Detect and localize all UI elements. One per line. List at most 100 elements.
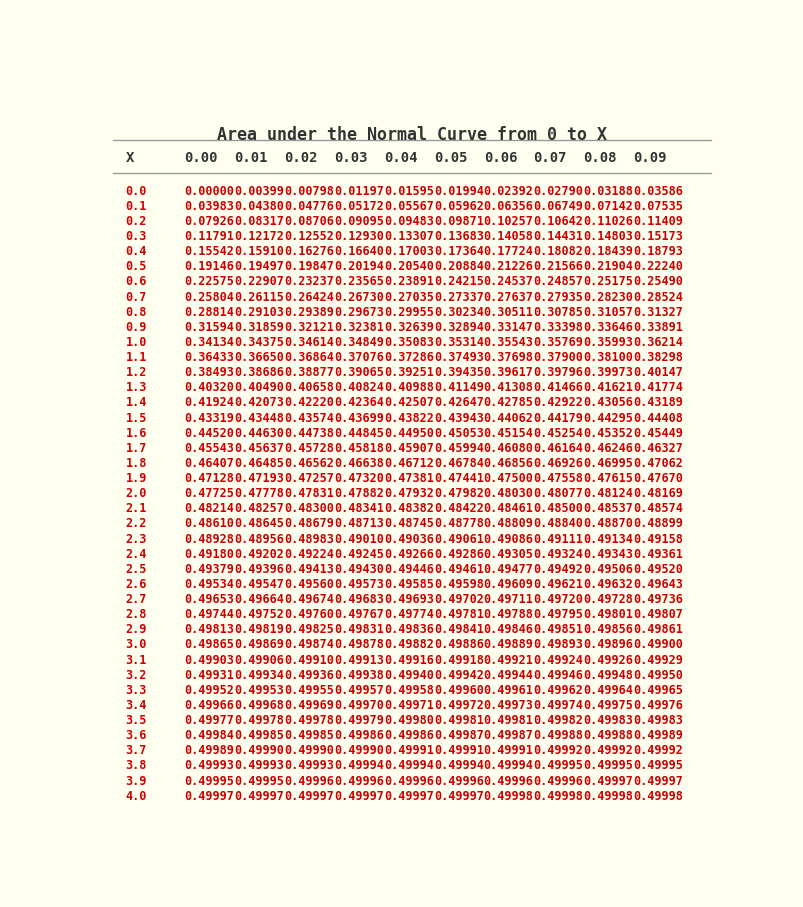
Text: 0.39796: 0.39796 [533,366,583,379]
Text: 0.39973: 0.39973 [583,366,633,379]
Text: 0.38493: 0.38493 [185,366,234,379]
Text: 0.19847: 0.19847 [284,260,334,273]
Text: 0.30785: 0.30785 [533,306,583,318]
Text: 0.02392: 0.02392 [483,185,533,198]
Text: 0.11026: 0.11026 [583,215,633,228]
Text: 0.37698: 0.37698 [483,351,533,364]
Text: 0.49896: 0.49896 [583,639,633,651]
Text: 1.6: 1.6 [125,426,147,440]
Text: 0.46926: 0.46926 [533,457,583,470]
Text: 0.20194: 0.20194 [334,260,384,273]
Text: 0.37493: 0.37493 [434,351,483,364]
Text: 0.25175: 0.25175 [583,276,633,288]
Text: 0.40824: 0.40824 [334,381,384,395]
Text: 0.46995: 0.46995 [583,457,633,470]
Text: 0.46784: 0.46784 [434,457,483,470]
Text: 0.44295: 0.44295 [583,412,633,424]
Text: 0.49960: 0.49960 [434,684,483,697]
Text: 0.49986: 0.49986 [384,729,434,742]
Text: 0.48341: 0.48341 [334,502,384,515]
Text: 0.06: 0.06 [483,151,516,165]
Text: 0.48500: 0.48500 [533,502,583,515]
Text: 0.49869: 0.49869 [234,639,284,651]
Text: 0.20540: 0.20540 [384,260,434,273]
Text: 2.1: 2.1 [125,502,147,515]
Text: 0.39435: 0.39435 [434,366,483,379]
Text: 0.2: 0.2 [125,215,147,228]
Text: 0.1: 0.1 [125,200,147,213]
Text: 0.47831: 0.47831 [284,487,334,500]
Text: 0.49998: 0.49998 [633,790,683,803]
Text: 0.49461: 0.49461 [434,562,483,576]
Text: 0.27337: 0.27337 [434,290,483,304]
Text: 0.43574: 0.43574 [284,412,334,424]
Text: 0.40320: 0.40320 [185,381,234,395]
Text: 0.07926: 0.07926 [185,215,234,228]
Text: 0.43189: 0.43189 [633,396,683,409]
Text: 0.41149: 0.41149 [434,381,483,395]
Text: 0.42073: 0.42073 [234,396,284,409]
Text: 0.49986: 0.49986 [334,729,384,742]
Text: 0.05567: 0.05567 [384,200,434,213]
Text: 2.7: 2.7 [125,593,147,606]
Text: 3.2: 3.2 [125,668,147,682]
Text: 0.48422: 0.48422 [434,502,483,515]
Text: 0.37286: 0.37286 [384,351,434,364]
Text: 0.10257: 0.10257 [483,215,533,228]
Text: 0.48382: 0.48382 [384,502,434,515]
Text: 0.48257: 0.48257 [234,502,284,515]
Text: 2.0: 2.0 [125,487,147,500]
Text: 0.40658: 0.40658 [284,381,334,395]
Text: 0.47193: 0.47193 [234,472,284,485]
Text: 0.49720: 0.49720 [533,593,583,606]
Text: 0.09095: 0.09095 [334,215,384,228]
Text: 0.49702: 0.49702 [434,593,483,606]
Text: 0.49813: 0.49813 [185,623,234,637]
Text: 0.43822: 0.43822 [384,412,434,424]
Text: 0.26730: 0.26730 [334,290,384,304]
Text: 0.49477: 0.49477 [483,562,533,576]
Text: 0.25804: 0.25804 [185,290,234,304]
Text: 0.49996: 0.49996 [334,775,384,787]
Text: 0.10642: 0.10642 [533,215,583,228]
Text: 0.23565: 0.23565 [334,276,384,288]
Text: 0.21566: 0.21566 [533,260,583,273]
Text: 0.48745: 0.48745 [384,517,434,531]
Text: 0.48077: 0.48077 [533,487,583,500]
Text: 0.49851: 0.49851 [533,623,583,637]
Text: 0.47778: 0.47778 [234,487,284,500]
Text: 0.49996: 0.49996 [533,775,583,787]
Text: 0.3: 0.3 [125,230,147,243]
Text: 0.48574: 0.48574 [633,502,683,515]
Text: 0.48778: 0.48778 [434,517,483,531]
Text: 0.19497: 0.19497 [234,260,284,273]
Text: 0.45818: 0.45818 [334,442,384,454]
Text: 0.46246: 0.46246 [583,442,633,454]
Text: 0.49970: 0.49970 [334,699,384,712]
Text: 0.27935: 0.27935 [533,290,583,304]
Text: 0.03188: 0.03188 [583,185,633,198]
Text: 0.0: 0.0 [125,185,147,198]
Text: 0.48645: 0.48645 [234,517,284,531]
Text: 0.32894: 0.32894 [434,321,483,334]
Text: 0.00000: 0.00000 [185,185,234,198]
Text: 0.49446: 0.49446 [384,562,434,576]
Text: 0.07: 0.07 [533,151,566,165]
Text: 0.42922: 0.42922 [533,396,583,409]
Text: 0.49886: 0.49886 [434,639,483,651]
Text: 0.49997: 0.49997 [583,775,633,787]
Text: 0.49987: 0.49987 [434,729,483,742]
Text: 0.35083: 0.35083 [384,336,434,349]
Text: 2.8: 2.8 [125,609,147,621]
Text: 0.06749: 0.06749 [533,200,583,213]
Text: 0.49598: 0.49598 [434,578,483,590]
Text: 0.49711: 0.49711 [483,593,533,606]
Text: 0.49573: 0.49573 [334,578,384,590]
Text: 0.49994: 0.49994 [434,759,483,773]
Text: 0.01994: 0.01994 [434,185,483,198]
Text: 0.49983: 0.49983 [633,714,683,727]
Text: 1.2: 1.2 [125,366,147,379]
Text: 0.47725: 0.47725 [185,487,234,500]
Text: 0.34134: 0.34134 [185,336,234,349]
Text: 0.04380: 0.04380 [234,200,284,213]
